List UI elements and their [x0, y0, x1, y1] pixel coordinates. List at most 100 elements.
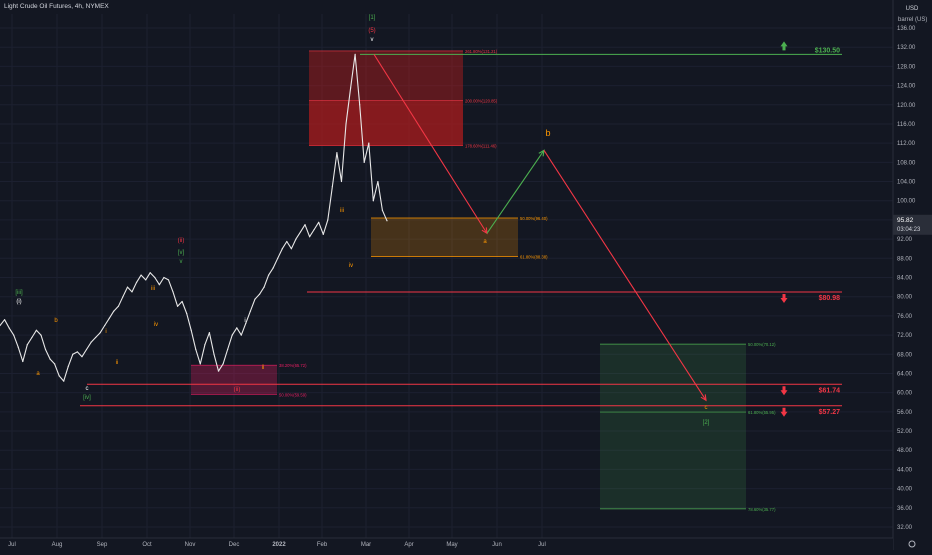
- extension-zone-lower: [309, 100, 463, 146]
- price-point: [176, 305, 179, 307]
- time-tick-label: Feb: [317, 542, 328, 548]
- wave-label: (ii): [234, 387, 241, 393]
- price-point: [240, 334, 242, 336]
- wave-label: b: [54, 318, 58, 324]
- time-tick-label: Dec: [229, 542, 240, 548]
- retracement-zone-orange: [371, 218, 518, 257]
- wave-label: (ii): [178, 238, 185, 244]
- projection-arrowhead: [700, 394, 707, 402]
- price-point: [295, 238, 297, 240]
- price-tick-label: 52.00: [897, 429, 913, 435]
- price-point: [386, 220, 388, 222]
- price-point: [290, 248, 292, 250]
- price-point: [299, 231, 302, 233]
- current-price-value: 95.82: [897, 217, 914, 224]
- price-point: [349, 87, 352, 89]
- countdown-timer: 03:04:23: [897, 227, 921, 233]
- price-tick-label: 48.00: [897, 448, 913, 454]
- price-point: [108, 317, 110, 319]
- price-point: [63, 380, 65, 382]
- price-point: [372, 200, 374, 202]
- wave-label: iv: [349, 263, 353, 269]
- price-tick-label: 84.00: [897, 276, 913, 282]
- price-tick-label: 124.00: [897, 84, 916, 90]
- time-tick-label: Jul: [538, 542, 546, 548]
- price-point: [44, 348, 47, 351]
- projection-line: [543, 150, 707, 401]
- price-point: [145, 279, 147, 281]
- wave-label: a: [36, 371, 40, 377]
- price-point: [331, 185, 333, 187]
- arrow-down-icon: [780, 386, 788, 396]
- price-tick-label: 88.00: [897, 256, 913, 262]
- price-point: [158, 284, 160, 286]
- wave-label: c: [86, 386, 89, 392]
- wave-label: iii: [151, 286, 155, 292]
- price-point: [81, 356, 83, 358]
- target-zone-green: [600, 344, 746, 509]
- price-point: [227, 348, 229, 351]
- zone-label: 178.60%(111.46): [465, 144, 497, 149]
- wave-label: [1]: [369, 15, 376, 21]
- price-tick-label: 100.00: [897, 199, 916, 205]
- price-point: [249, 310, 252, 312]
- zone-label: 50.00%(70.12): [748, 342, 776, 347]
- settings-icon[interactable]: [908, 540, 916, 548]
- time-tick-label: Nov: [185, 542, 196, 548]
- price-point: [336, 152, 338, 154]
- time-tick-label: May: [446, 542, 457, 548]
- wave-label: c: [705, 405, 708, 411]
- price-point: [22, 360, 24, 363]
- price-point: [359, 104, 361, 106]
- price-point: [8, 327, 10, 329]
- price-point: [99, 332, 101, 334]
- wave-label: [iii]: [15, 290, 23, 296]
- price-tick-label: 80.00: [897, 295, 913, 301]
- price-tick-label: 56.00: [897, 410, 913, 416]
- time-tick-label: Mar: [361, 542, 371, 548]
- price-point: [377, 180, 379, 183]
- price-point: [318, 221, 320, 223]
- wave-label: iii: [340, 208, 344, 214]
- wave-label: [2]: [703, 420, 710, 426]
- price-point: [58, 375, 60, 377]
- projection-line: [373, 54, 488, 234]
- level-label: $130.50: [815, 47, 840, 54]
- price-tick-label: 40.00: [897, 487, 913, 493]
- retracement-zone-pink: [191, 365, 277, 395]
- time-tick-label: Jun: [492, 542, 502, 548]
- zone-label: 50.00%(96.40): [520, 216, 548, 221]
- arrow-up-icon: [780, 41, 788, 51]
- price-tick-label: 60.00: [897, 391, 913, 397]
- price-point: [35, 329, 38, 331]
- price-point: [309, 236, 311, 238]
- price-tick-label: 120.00: [897, 103, 916, 109]
- level-label: $61.74: [819, 387, 841, 394]
- price-point: [135, 281, 138, 283]
- price-point: [286, 240, 288, 243]
- price-tick-label: 64.00: [897, 371, 913, 377]
- price-point: [195, 348, 197, 351]
- chart-title: Light Crude Oil Futures, 4h, NYMEX: [4, 3, 109, 10]
- price-point: [313, 228, 315, 231]
- price-line: [0, 53, 388, 382]
- price-point: [281, 248, 283, 250]
- price-point: [258, 293, 261, 295]
- price-point: [272, 267, 274, 269]
- price-point: [17, 346, 19, 348]
- price-point: [208, 332, 211, 334]
- price-point: [231, 334, 233, 336]
- price-tick-label: 128.00: [897, 64, 916, 70]
- price-point: [277, 257, 279, 259]
- price-point: [340, 180, 343, 183]
- price-point: [222, 363, 224, 365]
- price-tick-label: 104.00: [897, 180, 916, 186]
- price-tick-label: 136.00: [897, 26, 916, 32]
- zone-label: 261.80%(131.21): [465, 49, 498, 54]
- wave-label: (5): [368, 28, 375, 34]
- price-point: [95, 336, 97, 339]
- price-point: [67, 365, 69, 367]
- time-tick-label: Jul: [8, 542, 16, 548]
